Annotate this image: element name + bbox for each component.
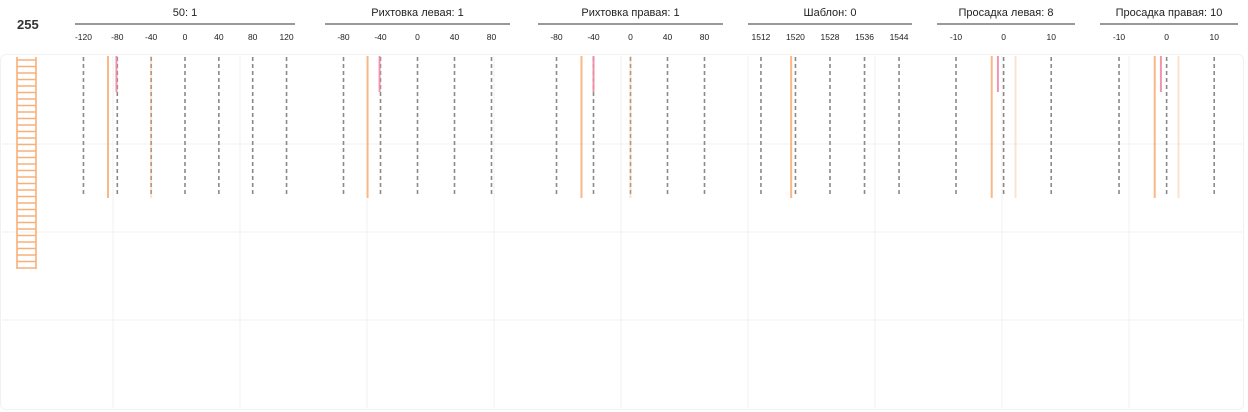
tick-label: 40 xyxy=(663,32,673,42)
tick-label: -40 xyxy=(145,32,158,42)
tick-label: 40 xyxy=(214,32,224,42)
tick-label: 10 xyxy=(1209,32,1219,42)
tick-label: 0 xyxy=(183,32,188,42)
tick-label: 1536 xyxy=(855,32,874,42)
panel-title: 50: 1 xyxy=(173,7,197,19)
panel-title: Просадка правая: 10 xyxy=(1116,7,1223,19)
panel-title: Шаблон: 0 xyxy=(804,7,857,19)
tick-label: 1544 xyxy=(890,32,909,42)
tick-label: -80 xyxy=(337,32,350,42)
tick-label: 1520 xyxy=(786,32,805,42)
tick-label: 1512 xyxy=(751,32,770,42)
chart-panel: 50: 1 -120 -80 -40 0 40 80 120 xyxy=(75,7,295,198)
plot-area xyxy=(0,54,1244,410)
chart-panel: Рихтовка левая: 1 -80 -40 0 40 80 xyxy=(325,7,510,198)
tick-label: -40 xyxy=(587,32,600,42)
panel-title: Просадка левая: 8 xyxy=(959,7,1054,19)
tick-label: -10 xyxy=(950,32,963,42)
tick-label: 0 xyxy=(1001,32,1006,42)
panel-title: Рихтовка левая: 1 xyxy=(371,7,464,19)
tick-label: -80 xyxy=(550,32,563,42)
record-counter: 255 xyxy=(17,17,39,32)
tick-label: -10 xyxy=(1113,32,1126,42)
tick-label: -40 xyxy=(374,32,387,42)
tick-label: 80 xyxy=(487,32,497,42)
tick-label: -80 xyxy=(111,32,124,42)
chart-panel: Рихтовка правая: 1 -80 -40 0 40 80 xyxy=(538,7,723,198)
chart-panel: Просадка правая: 10 -10 0 10 xyxy=(1100,7,1238,198)
tick-label: 40 xyxy=(450,32,460,42)
tick-label: 80 xyxy=(248,32,258,42)
chart-panel: Просадка левая: 8 -10 0 10 xyxy=(937,7,1075,198)
tick-label: 0 xyxy=(628,32,633,42)
tick-label: 10 xyxy=(1046,32,1056,42)
tick-label: 80 xyxy=(700,32,710,42)
panel-title: Рихтовка правая: 1 xyxy=(581,7,679,19)
tick-label: -120 xyxy=(75,32,92,42)
tick-label: 0 xyxy=(1164,32,1169,42)
chart-panel: Шаблон: 0 1512 1520 1528 1536 1544 xyxy=(748,7,912,198)
record-ladder xyxy=(16,57,37,269)
tick-label: 0 xyxy=(415,32,420,42)
tick-label: 120 xyxy=(279,32,293,42)
tick-label: 1528 xyxy=(821,32,840,42)
